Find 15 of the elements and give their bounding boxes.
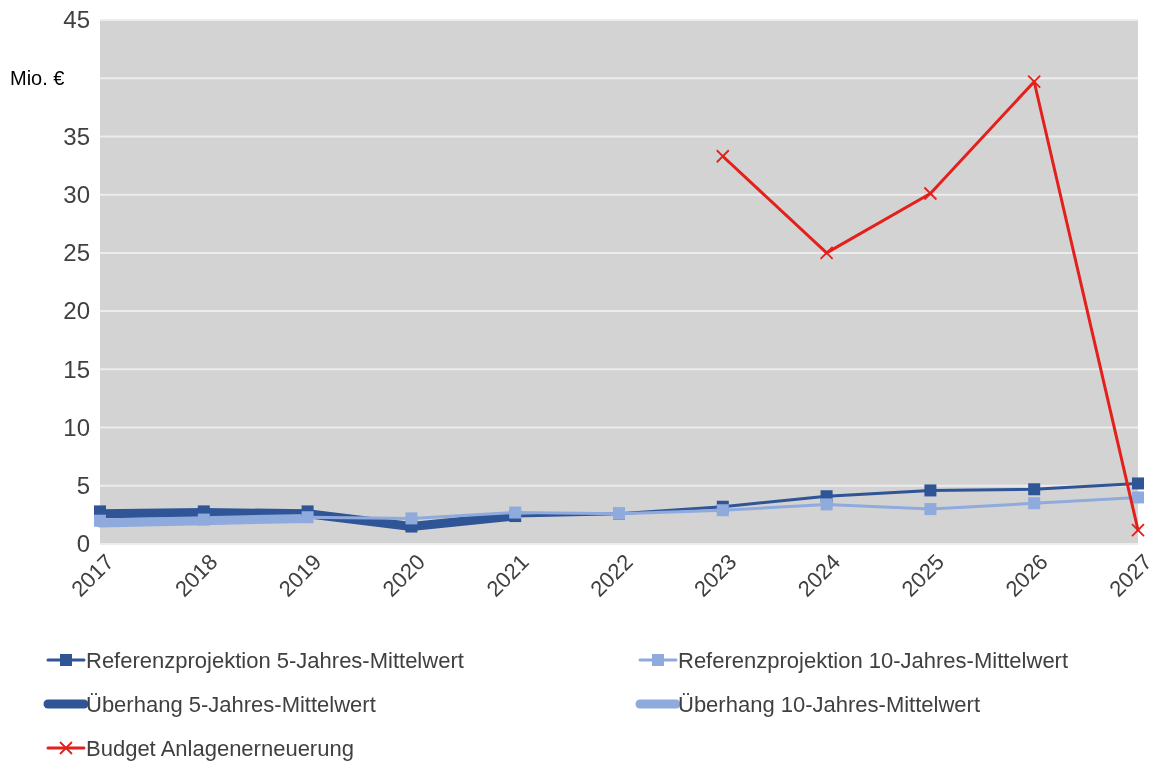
y-axis-title: Mio. € <box>10 67 65 90</box>
y-tick-label: 35 <box>63 122 90 150</box>
y-tick-label: 10 <box>63 413 90 441</box>
legend-label: Überhang 10-Jahres-Mittelwert <box>678 691 981 717</box>
y-tick-label: 30 <box>63 180 90 208</box>
y-tick-label: 5 <box>76 471 90 499</box>
y-tick-label: 45 <box>63 6 90 34</box>
legend-label: Überhang 5-Jahres-Mittelwert <box>86 691 376 717</box>
y-tick-label: 15 <box>63 355 90 383</box>
legend-label: Budget Anlagenerneuerung <box>86 735 354 761</box>
legend-label: Referenzprojektion 10-Jahres-Mittelwert <box>678 647 1069 673</box>
y-tick-label: 20 <box>63 297 90 325</box>
legend-label: Referenzprojektion 5-Jahres-Mittelwert <box>86 647 464 673</box>
y-tick-label: 0 <box>76 530 90 558</box>
y-tick-label: 25 <box>63 239 90 267</box>
